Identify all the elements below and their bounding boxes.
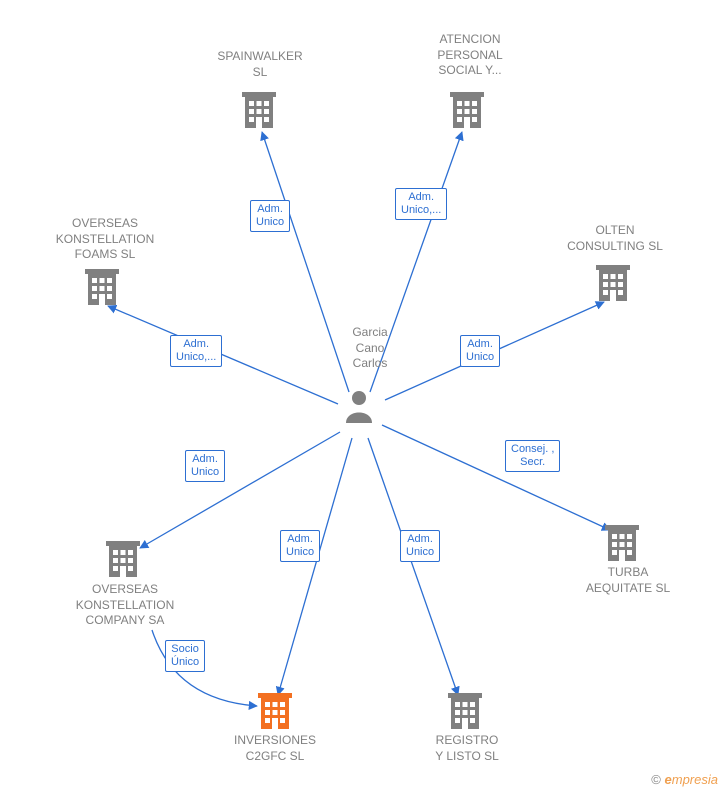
brand: empresia	[665, 772, 718, 787]
node-label-registro: REGISTROY LISTO SL	[407, 733, 527, 764]
node-label-atencion: ATENCIONPERSONALSOCIAL Y...	[415, 32, 525, 79]
building-icon-atencion	[450, 92, 484, 135]
building-icon-registro	[448, 693, 482, 736]
building-icon-spainwalker	[242, 92, 276, 135]
center-person-label: GarciaCanoCarlos	[340, 325, 400, 372]
building-icon-olten	[596, 265, 630, 308]
edge-label-person-inversiones: Adm.Unico	[280, 530, 320, 562]
building-icon-inversiones	[258, 693, 292, 736]
building-icon-okcompany	[106, 541, 140, 584]
edge-label-okcompany-inversiones: SocioÚnico	[165, 640, 205, 672]
edge-person-spainwalker	[262, 132, 349, 392]
node-label-inversiones: INVERSIONESC2GFC SL	[210, 733, 340, 764]
node-label-okcompany: OVERSEASKONSTELLATIONCOMPANY SA	[55, 582, 195, 629]
edge-label-person-registro: Adm.Unico	[400, 530, 440, 562]
edge-label-person-spainwalker: Adm.Unico	[250, 200, 290, 232]
node-label-okfoams: OVERSEASKONSTELLATIONFOAMS SL	[35, 216, 175, 263]
edge-person-registro	[368, 438, 458, 695]
edge-label-person-okfoams: Adm.Unico,...	[170, 335, 222, 367]
person-icon	[344, 389, 374, 428]
node-label-turba: TURBAAEQUITATE SL	[558, 565, 698, 596]
edge-person-okfoams	[108, 306, 338, 404]
node-label-olten: OLTENCONSULTING SL	[545, 223, 685, 254]
building-icon-turba	[605, 525, 639, 568]
building-icon-okfoams	[85, 269, 119, 312]
edge-label-person-okcompany: Adm.Unico	[185, 450, 225, 482]
footer: © empresia	[651, 772, 718, 787]
node-label-spainwalker: SPAINWALKERSL	[195, 49, 325, 80]
edge-label-person-olten: Adm.Unico	[460, 335, 500, 367]
copyright-symbol: ©	[651, 772, 661, 787]
edge-label-person-turba: Consej. ,Secr.	[505, 440, 560, 472]
edge-person-turba	[382, 425, 610, 530]
edge-label-person-atencion: Adm.Unico,...	[395, 188, 447, 220]
edge-person-inversiones	[278, 438, 352, 695]
